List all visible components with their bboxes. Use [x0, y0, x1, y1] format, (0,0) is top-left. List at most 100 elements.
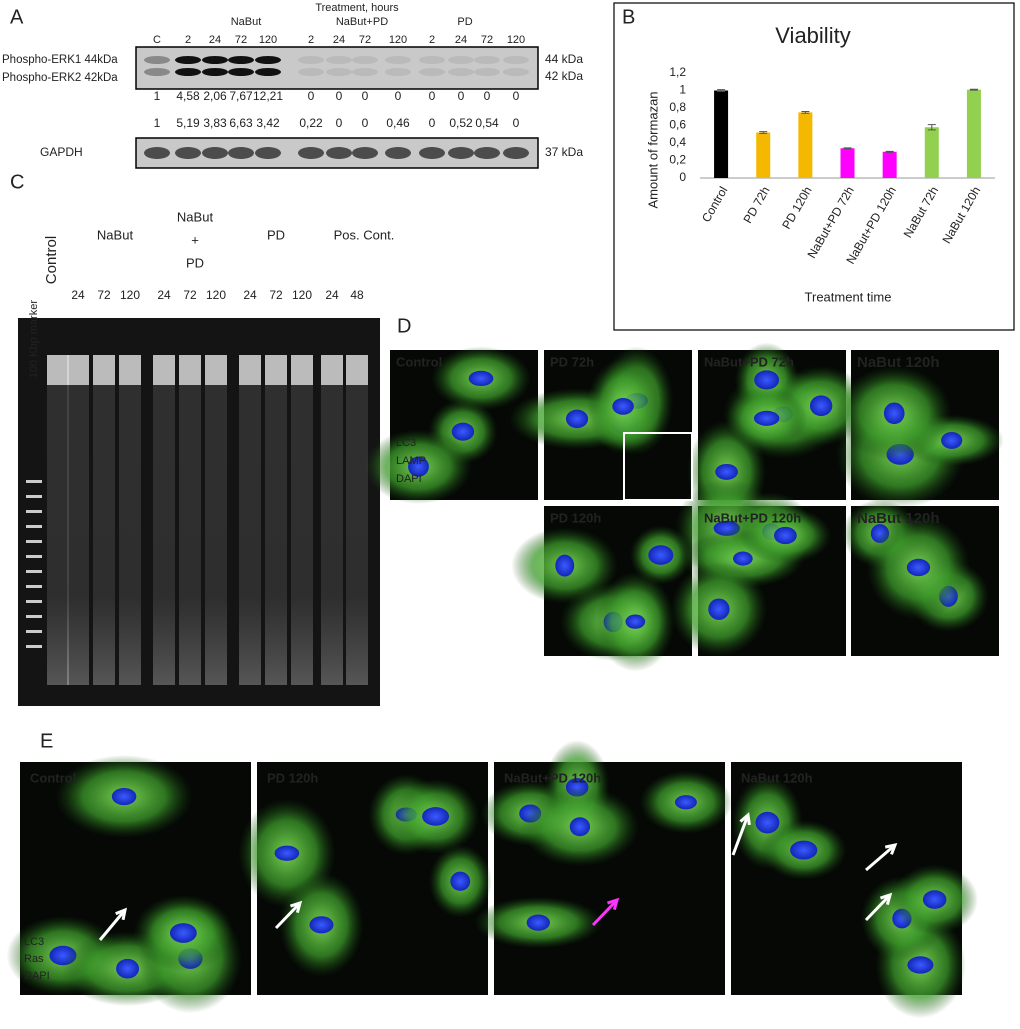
smear: [179, 385, 201, 685]
bar: [714, 90, 729, 178]
band: [202, 68, 228, 76]
y-tick-label: 0,4: [669, 135, 686, 149]
gel-marker-label: 100 Kbp marker: [28, 300, 40, 379]
smear: [205, 385, 227, 685]
band: [144, 56, 170, 64]
blot-quant: 0,22: [299, 116, 323, 130]
band: [144, 147, 170, 159]
band: [448, 68, 474, 76]
blot-quant: 12,21: [253, 89, 283, 103]
x-tick-label: NaBut 72h: [901, 184, 941, 240]
band: [326, 147, 352, 159]
y-tick-label: 1,2: [669, 65, 686, 79]
y-tick-label: 1: [679, 83, 686, 97]
arrow-head: [607, 897, 620, 911]
nucleus: [922, 890, 947, 909]
nucleus: [906, 558, 931, 577]
micrograph-label: NaBut 120h: [857, 354, 940, 371]
well: [67, 355, 89, 385]
smear: [346, 385, 368, 685]
well: [93, 355, 115, 385]
nucleus: [809, 395, 833, 417]
smear: [265, 385, 287, 685]
blot-quant: 0: [362, 89, 369, 103]
nucleus: [648, 545, 674, 565]
blot-quant: 0: [362, 116, 369, 130]
well: [205, 355, 227, 385]
band: [202, 56, 228, 64]
blot-lane: 72: [359, 34, 371, 46]
blot-quant: 0: [308, 89, 315, 103]
legend-label: LC3: [396, 437, 416, 449]
blot-lane: 24: [333, 34, 345, 46]
band: [385, 147, 411, 159]
well: [119, 355, 141, 385]
gel-lane: 72: [183, 288, 197, 302]
x-axis-label: Treatment time: [805, 289, 892, 304]
nucleus: [565, 409, 589, 429]
well: [47, 355, 69, 385]
micrograph-label: Control: [30, 770, 76, 785]
band-label: GAPDH: [40, 145, 83, 159]
band: [298, 56, 324, 64]
nucleus: [774, 526, 797, 545]
legend-label: DAPI: [396, 473, 422, 485]
band: [326, 56, 352, 64]
nucleus: [907, 956, 934, 974]
smear: [291, 385, 313, 685]
nucleus: [408, 456, 429, 477]
arrow-head: [290, 900, 303, 914]
smear: [93, 385, 115, 685]
nucleus: [883, 402, 905, 425]
ladder-band: [26, 495, 42, 498]
nucleus: [274, 845, 300, 861]
band: [448, 56, 474, 64]
micrograph-label: NaBut+PD 120h: [704, 510, 801, 525]
band: [255, 56, 281, 64]
gel-lane: 24: [325, 288, 339, 302]
blot-lane: C: [153, 34, 161, 46]
well: [291, 355, 313, 385]
ladder-band: [26, 645, 42, 648]
nucleus: [468, 370, 494, 387]
gel-group: Pos. Cont.: [334, 227, 395, 242]
blot-lane: 120: [507, 34, 525, 46]
arrow: [865, 843, 896, 872]
blot-lane: 24: [209, 34, 221, 46]
band: [326, 68, 352, 76]
blot-quant: 0: [336, 116, 343, 130]
band: [448, 147, 474, 159]
blot-lane: 72: [481, 34, 493, 46]
band: [202, 147, 228, 159]
size-label: 44 kDa: [545, 52, 583, 66]
ladder-band: [26, 540, 42, 543]
band: [503, 68, 529, 76]
error-bar: [801, 111, 810, 114]
nucleus: [612, 397, 634, 415]
ladder-band: [26, 600, 42, 603]
band: [175, 147, 201, 159]
nucleus: [422, 807, 450, 826]
bar: [966, 89, 981, 178]
nucleus: [753, 410, 780, 426]
band: [352, 56, 378, 64]
blot-quant: 0,54: [475, 116, 499, 130]
panel-letter: C: [10, 171, 24, 193]
panel-letter: A: [10, 6, 24, 28]
blot-group: NaBut: [231, 16, 262, 28]
x-tick-label: PD 72h: [740, 184, 772, 226]
well: [153, 355, 175, 385]
band: [255, 147, 281, 159]
gel-lane: 24: [243, 288, 257, 302]
ladder-band: [26, 615, 42, 618]
blot-quant: 0: [429, 89, 436, 103]
nucleus: [309, 916, 334, 934]
blot-erk: [135, 46, 539, 90]
gel-group: NaBut: [177, 209, 214, 224]
bar: [756, 132, 771, 178]
arrow: [731, 814, 750, 856]
bar: [798, 112, 813, 178]
legend-label: DAPI: [24, 970, 50, 982]
y-tick-label: 0,2: [669, 153, 686, 167]
